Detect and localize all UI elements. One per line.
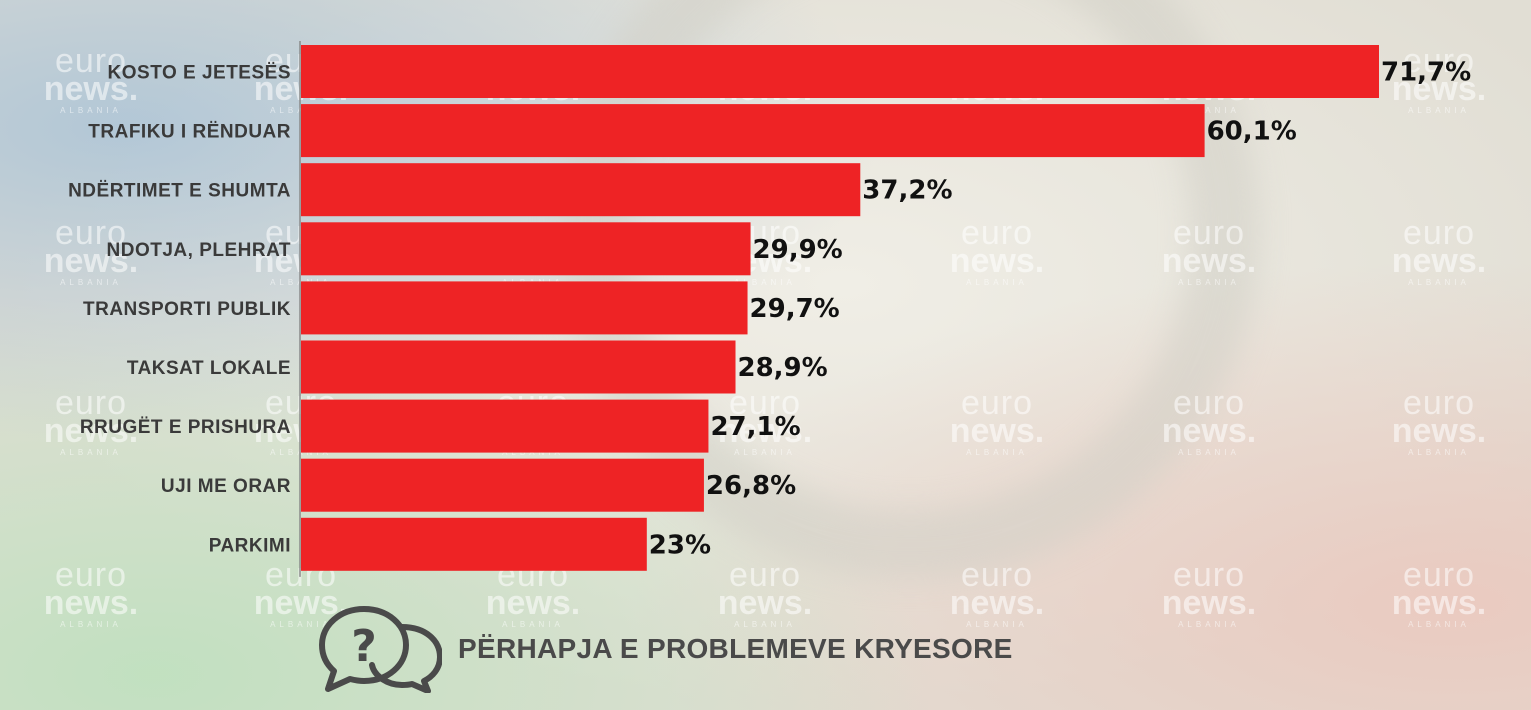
value-label: 26,8% [706,471,796,501]
value-label: 29,9% [753,235,843,265]
bar [301,45,1379,98]
category-label: TAKSAT LOKALE [127,358,291,379]
category-label: NDOTJA, PLEHRAT [107,240,291,261]
category-label: KOSTO E JETESËS [108,63,291,84]
bar [301,222,751,276]
value-label: 27,1% [710,412,800,442]
category-label: UJI ME ORAR [161,476,291,497]
value-label: 37,2% [862,176,952,206]
value-label: 23% [649,530,711,560]
bar [301,281,748,335]
bar [301,340,736,394]
chart-caption: ? PËRHAPJA E PROBLEMEVE KRYESORE [318,604,1013,694]
bar [301,458,704,512]
watermark-text: ALBANIA [1178,620,1240,629]
category-label: NDËRTIMET E SHUMTA [68,181,291,202]
category-label: RRUGËT E PRISHURA [80,417,291,438]
category-label: TRANSPORTI PUBLIK [83,299,291,320]
value-label: 60,1% [1207,117,1297,147]
value-label: 71,7% [1381,58,1471,88]
value-label: 29,7% [750,294,840,324]
bar [301,104,1205,158]
category-label: PARKIMI [209,535,291,556]
value-label: 28,9% [738,353,828,383]
bar [301,163,861,217]
chart-title: PËRHAPJA E PROBLEMEVE KRYESORE [458,633,1013,664]
watermark-text: ALBANIA [60,620,122,629]
svg-text:?: ? [351,621,377,672]
speech-bubbles-question-icon: ? [319,606,442,693]
category-label: TRAFIKU I RËNDUAR [88,122,291,143]
bar-chart: KOSTO E JETESËS 71,7% TRAFIKU I RËNDUAR 60,… [68,41,1471,577]
bar [301,517,647,571]
bar [301,399,709,453]
watermark-text: ALBANIA [1408,620,1470,629]
